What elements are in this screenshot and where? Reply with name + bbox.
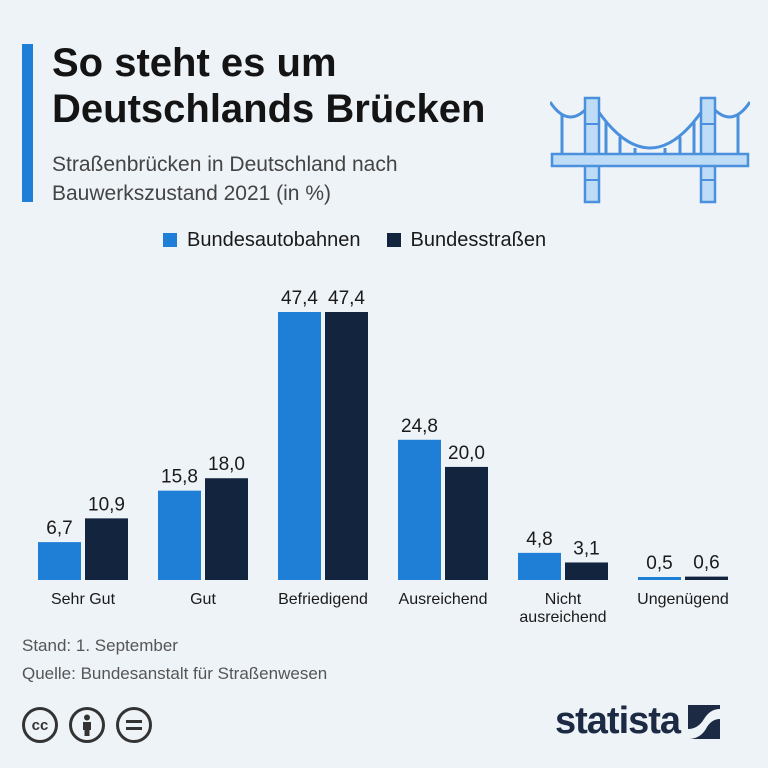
data-label-bundesautobahnen-2: 47,4 — [281, 288, 318, 309]
brand-name: statista — [555, 700, 681, 742]
statista-logo-icon — [688, 704, 721, 739]
chart-legend: Bundesautobahnen Bundesstraßen — [163, 228, 572, 252]
bar-bundesautobahnen-2 — [278, 312, 321, 580]
data-label-bundesstrassen-0: 10,9 — [88, 494, 125, 515]
chart-notes: Stand: 1. September Quelle: Bundesanstal… — [22, 632, 327, 688]
no-derivatives-icon[interactable] — [116, 707, 152, 743]
source-note: Quelle: Bundesanstalt für Straßenwesen — [22, 664, 328, 683]
category-label-4-0: Nicht — [545, 591, 582, 608]
data-label-bundesstrassen-2: 47,4 — [328, 288, 365, 309]
chart-title: So steht es um Deutschlands Brücken — [52, 41, 486, 131]
category-label-3-0: Ausreichend — [399, 591, 488, 608]
data-label-bundesstrassen-5: 0,6 — [693, 553, 719, 574]
stand-note: Stand: 1. September — [22, 636, 178, 655]
bar-bundesstrassen-2 — [325, 312, 368, 580]
legend-item-bundesautobahnen: Bundesautobahnen — [163, 229, 361, 252]
bar-chart: 6,7 10,9 Sehr Gut 15,8 18,0 Gut 47,4 47,4 Befrie… — [38, 288, 729, 626]
bridge-icon — [550, 96, 750, 204]
data-label-bundesautobahnen-0: 6,7 — [46, 518, 72, 539]
bar-bundesstrassen-5 — [685, 576, 728, 580]
legend-swatch-bundesautobahnen — [163, 233, 177, 247]
legend-label-bundesstrassen: Bundesstraßen — [410, 228, 547, 251]
data-label-bundesstrassen-1: 18,0 — [208, 454, 245, 475]
data-label-bundesstrassen-4: 3,1 — [573, 538, 599, 559]
legend-item-bundesstrassen: Bundesstraßen — [386, 228, 547, 252]
bar-bundesstrassen-3 — [445, 466, 488, 580]
data-label-bundesstrassen-3: 20,0 — [448, 443, 485, 464]
bar-bundesstrassen-0 — [85, 518, 128, 580]
bar-bundesautobahnen-0 — [38, 542, 81, 580]
data-label-bundesautobahnen-4: 4,8 — [526, 529, 552, 550]
attribution-icon[interactable] — [69, 707, 105, 743]
bar-bundesstrassen-1 — [205, 478, 248, 580]
bar-bundesautobahnen-5 — [638, 577, 681, 580]
category-label-1-0: Gut — [190, 591, 216, 608]
data-label-bundesautobahnen-3: 24,8 — [401, 416, 438, 437]
data-label-bundesautobahnen-1: 15,8 — [161, 467, 198, 488]
category-label-4-1: ausreichend — [519, 609, 606, 626]
title-accent-bar — [22, 44, 33, 202]
bar-bundesautobahnen-4 — [518, 552, 561, 580]
category-label-2-0: Befriedigend — [278, 591, 368, 608]
bar-bundesstrassen-4 — [565, 562, 608, 580]
creative-commons-icon[interactable]: cc — [22, 707, 58, 743]
license-icons: cc — [22, 707, 163, 743]
category-label-5-0: Ungenügend — [637, 591, 729, 608]
legend-swatch-bundesstrassen — [386, 233, 401, 247]
legend-label-bundesautobahnen: Bundesautobahnen — [187, 228, 361, 251]
bar-bundesautobahnen-3 — [398, 439, 441, 580]
data-label-bundesautobahnen-5: 0,5 — [646, 553, 672, 574]
category-label-0-0: Sehr Gut — [51, 591, 116, 608]
chart-subtitle: Straßenbrücken in Deutschland nach Bauwe… — [52, 153, 398, 205]
bar-bundesautobahnen-1 — [158, 490, 201, 580]
statista-logo[interactable]: statista — [555, 700, 721, 743]
